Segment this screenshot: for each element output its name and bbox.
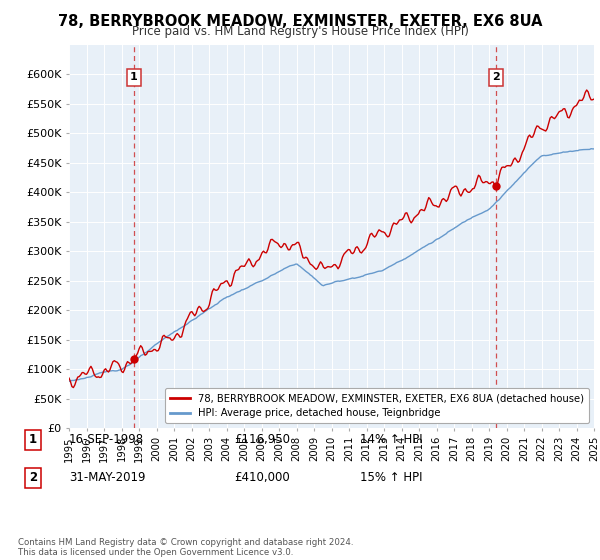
Text: Price paid vs. HM Land Registry's House Price Index (HPI): Price paid vs. HM Land Registry's House … bbox=[131, 25, 469, 38]
Text: 2: 2 bbox=[493, 72, 500, 82]
Text: Contains HM Land Registry data © Crown copyright and database right 2024.
This d: Contains HM Land Registry data © Crown c… bbox=[18, 538, 353, 557]
Text: 31-MAY-2019: 31-MAY-2019 bbox=[69, 471, 146, 484]
Text: 1: 1 bbox=[130, 72, 138, 82]
Text: 15% ↑ HPI: 15% ↑ HPI bbox=[360, 471, 422, 484]
Text: £410,000: £410,000 bbox=[234, 471, 290, 484]
Text: 14% ↑ HPI: 14% ↑ HPI bbox=[360, 433, 422, 446]
Text: 1: 1 bbox=[29, 433, 37, 446]
Text: 2: 2 bbox=[29, 471, 37, 484]
Text: 16-SEP-1998: 16-SEP-1998 bbox=[69, 433, 144, 446]
Text: £116,950: £116,950 bbox=[234, 433, 290, 446]
Text: 78, BERRYBROOK MEADOW, EXMINSTER, EXETER, EX6 8UA: 78, BERRYBROOK MEADOW, EXMINSTER, EXETER… bbox=[58, 14, 542, 29]
Legend: 78, BERRYBROOK MEADOW, EXMINSTER, EXETER, EX6 8UA (detached house), HPI: Average: 78, BERRYBROOK MEADOW, EXMINSTER, EXETER… bbox=[165, 389, 589, 423]
